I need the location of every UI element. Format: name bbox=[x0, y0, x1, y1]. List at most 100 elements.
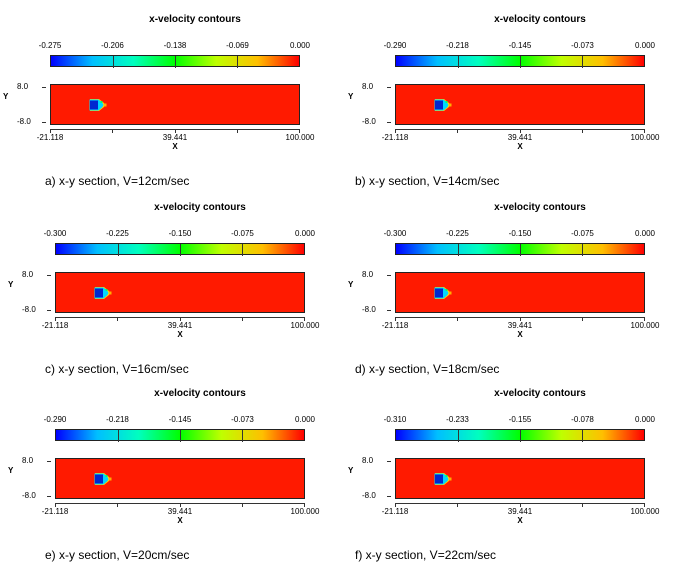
x-tick-label: 39.441 bbox=[162, 133, 188, 142]
colorbar bbox=[55, 429, 305, 442]
colorbar-tick-label: -0.073 bbox=[231, 415, 254, 424]
x-axis-label: X bbox=[517, 142, 523, 151]
colorbar-tick bbox=[520, 430, 521, 442]
x-tick-label: 100.000 bbox=[290, 507, 320, 516]
x-tick bbox=[241, 317, 243, 321]
y-tick-label: -8.0 bbox=[22, 491, 36, 500]
y-tick bbox=[387, 461, 391, 462]
x-tick-label: 100.000 bbox=[285, 133, 315, 142]
panel-caption: f) x-y section, V=22cm/sec bbox=[355, 548, 497, 562]
x-tick-label: 100.000 bbox=[290, 321, 320, 330]
panel-caption: a) x-y section, V=12cm/sec bbox=[45, 174, 190, 188]
panel-caption: e) x-y section, V=20cm/sec bbox=[45, 548, 190, 562]
x-tick bbox=[457, 129, 459, 133]
flow-domain bbox=[395, 84, 645, 125]
x-tick bbox=[581, 503, 583, 507]
colorbar-tick-label: -0.073 bbox=[571, 41, 594, 50]
body-wake-contour bbox=[434, 99, 452, 111]
colorbar-tick-label: -0.310 bbox=[383, 415, 407, 424]
y-tick bbox=[42, 87, 46, 88]
panel-title: x-velocity contours bbox=[154, 202, 246, 213]
x-tick-label: 39.441 bbox=[167, 507, 193, 516]
x-axis-label: X bbox=[517, 516, 523, 525]
x-axis-label: X bbox=[177, 516, 183, 525]
colorbar-tick-label: -0.275 bbox=[38, 41, 62, 50]
flow-domain bbox=[55, 458, 305, 499]
x-axis-label: X bbox=[177, 330, 183, 339]
x-axis bbox=[50, 129, 300, 133]
x-axis bbox=[55, 503, 305, 507]
x-tick bbox=[519, 129, 521, 133]
x-tick bbox=[55, 503, 56, 507]
y-tick-label: 8.0 bbox=[362, 270, 374, 279]
colorbar-tick-label: -0.225 bbox=[446, 229, 469, 238]
contour-panel: x-velocity contours -0.300 -0.225 -0.150 -0.… bbox=[8, 202, 350, 392]
x-tick bbox=[581, 317, 583, 321]
x-tick bbox=[117, 503, 119, 507]
y-tick-label: 8.0 bbox=[362, 82, 374, 91]
x-tick bbox=[644, 317, 645, 321]
x-axis bbox=[395, 317, 645, 321]
colorbar-tick-label: -0.300 bbox=[383, 229, 407, 238]
colorbar-tick-label: -0.069 bbox=[226, 41, 249, 50]
colorbar-tick bbox=[242, 244, 243, 256]
y-tick bbox=[387, 122, 391, 123]
x-tick bbox=[55, 317, 56, 321]
x-tick-label: 39.441 bbox=[507, 133, 533, 142]
y-tick-label: -8.0 bbox=[17, 117, 31, 126]
colorbar bbox=[395, 55, 645, 68]
x-tick bbox=[304, 317, 305, 321]
y-axis-label: Y bbox=[8, 466, 14, 475]
x-axis bbox=[395, 503, 645, 507]
colorbar-tick-label: 0.000 bbox=[289, 41, 311, 50]
colorbar-tick-label: -0.155 bbox=[508, 415, 532, 424]
colorbar-tick-label: -0.138 bbox=[163, 41, 187, 50]
panel-title: x-velocity contours bbox=[494, 14, 586, 25]
colorbar-tick-label: -0.290 bbox=[43, 415, 67, 424]
x-tick bbox=[241, 503, 243, 507]
x-tick bbox=[236, 129, 238, 133]
flow-domain bbox=[395, 272, 645, 313]
y-tick-label: -8.0 bbox=[362, 117, 376, 126]
x-tick bbox=[395, 129, 396, 133]
colorbar bbox=[55, 243, 305, 256]
colorbar-tick-label: -0.206 bbox=[101, 41, 124, 50]
body-wake-contour bbox=[94, 287, 112, 299]
y-tick bbox=[47, 275, 51, 276]
colorbar-tick bbox=[113, 56, 114, 68]
y-tick bbox=[47, 461, 51, 462]
x-tick bbox=[395, 317, 396, 321]
x-tick-label: -21.118 bbox=[381, 133, 409, 142]
colorbar bbox=[395, 243, 645, 256]
panel-caption: b) x-y section, V=14cm/sec bbox=[355, 174, 500, 188]
y-axis-label: Y bbox=[3, 92, 9, 101]
contour-panel: x-velocity contours -0.275 -0.206 -0.138 -0.… bbox=[3, 14, 345, 204]
y-tick bbox=[387, 275, 391, 276]
y-tick bbox=[387, 87, 391, 88]
colorbar-tick bbox=[118, 430, 119, 442]
colorbar-tick-label: -0.078 bbox=[571, 415, 594, 424]
colorbar bbox=[395, 429, 645, 442]
panel-title: x-velocity contours bbox=[494, 388, 586, 399]
x-tick-label: 39.441 bbox=[167, 321, 193, 330]
colorbar-tick-label: 0.000 bbox=[634, 415, 656, 424]
colorbar-tick bbox=[180, 244, 181, 256]
y-axis-label: Y bbox=[8, 280, 14, 289]
x-tick bbox=[299, 129, 300, 133]
colorbar-tick bbox=[458, 244, 459, 256]
y-tick-label: 8.0 bbox=[362, 456, 374, 465]
y-tick bbox=[42, 122, 46, 123]
x-axis-label: X bbox=[517, 330, 523, 339]
colorbar-tick-label: -0.290 bbox=[383, 41, 407, 50]
y-axis-label: Y bbox=[348, 466, 354, 475]
colorbar-tick-label: -0.225 bbox=[106, 229, 129, 238]
y-tick bbox=[47, 310, 51, 311]
colorbar-tick bbox=[520, 244, 521, 256]
colorbar-tick bbox=[118, 244, 119, 256]
y-tick bbox=[387, 496, 391, 497]
y-tick bbox=[387, 310, 391, 311]
x-axis bbox=[395, 129, 645, 133]
panel-title: x-velocity contours bbox=[149, 14, 241, 25]
colorbar bbox=[50, 55, 300, 68]
y-tick-label: -8.0 bbox=[362, 491, 376, 500]
